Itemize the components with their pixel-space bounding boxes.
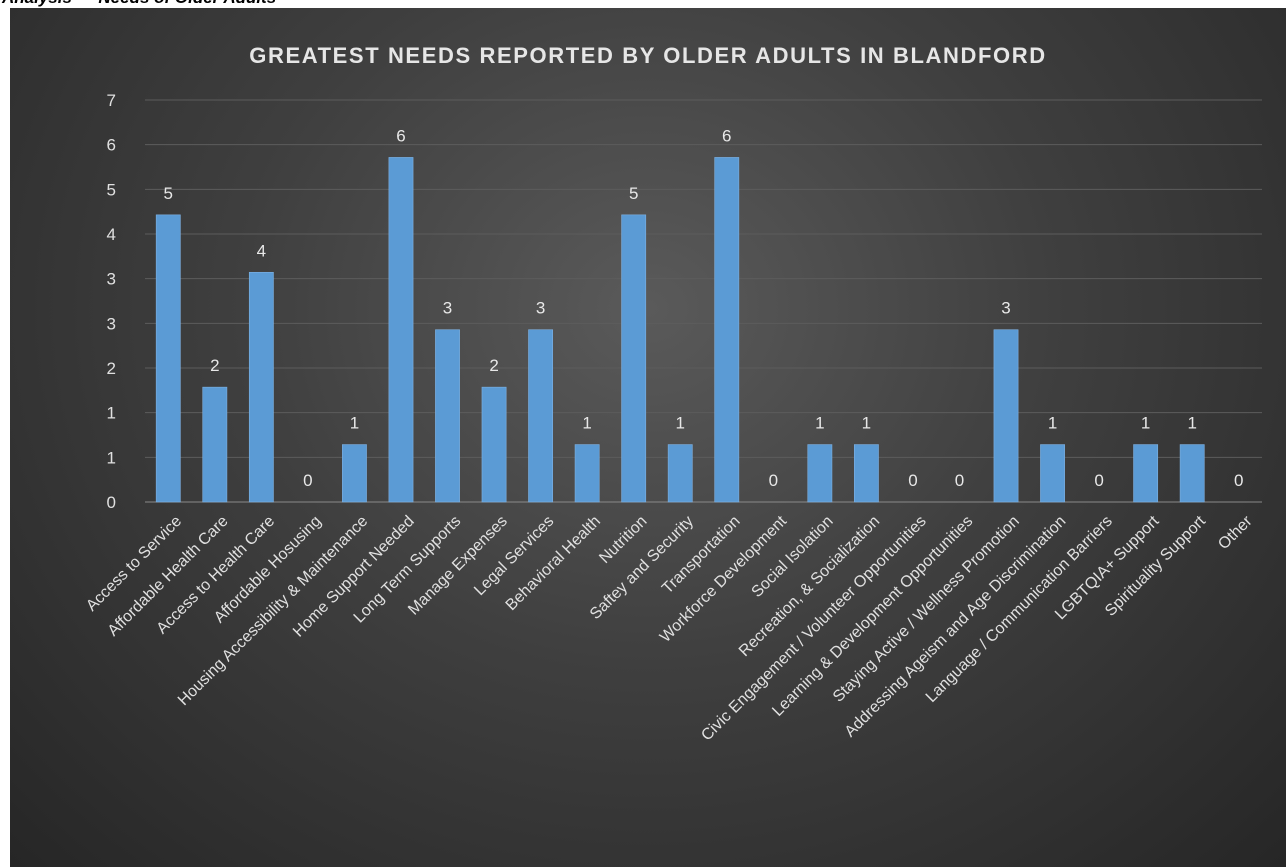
y-tick-label: 1 — [107, 404, 116, 423]
y-tick-label: 2 — [107, 359, 116, 378]
y-tick-label: 0 — [107, 493, 116, 512]
bar — [202, 386, 228, 503]
bar — [342, 444, 367, 503]
data-label: 1 — [1048, 414, 1057, 433]
bar-chart: GREATEST NEEDS REPORTED BY OLDER ADULTS … — [83, 43, 1262, 744]
data-label: 1 — [1187, 414, 1196, 433]
data-label: 0 — [303, 471, 312, 490]
data-label: 1 — [815, 414, 824, 433]
chart-title: GREATEST NEEDS REPORTED BY OLDER ADULTS … — [249, 43, 1046, 68]
data-label: 4 — [257, 241, 266, 260]
bar — [714, 157, 740, 503]
bar — [667, 444, 693, 503]
data-label: 0 — [908, 471, 917, 490]
bar — [528, 329, 554, 503]
category-label: Legal Services — [471, 513, 557, 599]
data-label: 0 — [955, 471, 964, 490]
data-label: 5 — [629, 184, 638, 203]
bar — [435, 329, 460, 503]
data-label: 5 — [164, 184, 173, 203]
bar — [993, 329, 1019, 503]
chart-area: GREATEST NEEDS REPORTED BY OLDER ADULTS … — [10, 8, 1286, 867]
category-label: Other — [1215, 512, 1256, 553]
category-label: Addressing Ageism and Age Discrimination — [842, 513, 1070, 741]
gridlines — [145, 99, 1262, 503]
data-label: 1 — [675, 414, 684, 433]
page-heading: Analysis — Needs of Older Adults — [2, 0, 276, 8]
data-label: 0 — [1094, 471, 1103, 490]
bar — [155, 214, 181, 503]
bar — [807, 444, 833, 503]
bar — [248, 271, 274, 503]
data-label: 1 — [582, 414, 591, 433]
data-labels: 5 2 4 0 1 6 3 2 3 1 5 1 6 0 1 1 0 0 3 1 0 1 1 0 — [164, 126, 1244, 490]
bar — [1133, 444, 1159, 503]
data-label: 6 — [396, 126, 405, 145]
data-label: 6 — [722, 126, 731, 145]
data-label: 0 — [1234, 471, 1243, 490]
data-label: 3 — [443, 299, 452, 318]
y-tick-label: 5 — [107, 180, 116, 199]
y-axis-ticks: 0 1 1 2 3 3 4 5 6 7 — [107, 91, 116, 512]
data-label: 1 — [1141, 414, 1150, 433]
bar — [1179, 444, 1205, 503]
y-tick-label: 3 — [107, 270, 116, 289]
bar — [621, 214, 647, 503]
data-label: 1 — [350, 414, 359, 433]
y-tick-label: 6 — [107, 136, 116, 155]
y-tick-label: 7 — [107, 91, 116, 110]
data-label: 3 — [536, 299, 545, 318]
bar — [481, 386, 507, 503]
bar — [1040, 444, 1065, 503]
y-tick-label: 1 — [107, 448, 116, 467]
data-label: 2 — [489, 356, 498, 375]
y-tick-label: 4 — [107, 225, 116, 244]
bars — [155, 157, 1205, 503]
y-tick-label: 3 — [107, 314, 116, 333]
data-label: 1 — [862, 414, 871, 433]
data-label: 2 — [210, 356, 219, 375]
data-label: 3 — [1001, 299, 1010, 318]
data-label: 0 — [769, 471, 778, 490]
bar — [388, 157, 414, 503]
bar — [574, 444, 600, 503]
bar — [853, 444, 879, 503]
category-label: Social Isolation — [749, 513, 837, 601]
